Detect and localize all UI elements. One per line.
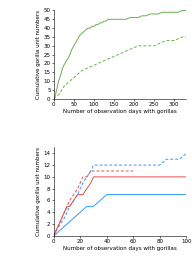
X-axis label: Number of observation days with gorillas: Number of observation days with gorillas <box>63 246 177 251</box>
Y-axis label: Cumulative gorilla unit numbers: Cumulative gorilla unit numbers <box>36 147 41 236</box>
X-axis label: Number of observation days with gorillas: Number of observation days with gorillas <box>63 109 177 114</box>
Y-axis label: Cumulative gorilla unit numbers: Cumulative gorilla unit numbers <box>36 10 41 99</box>
